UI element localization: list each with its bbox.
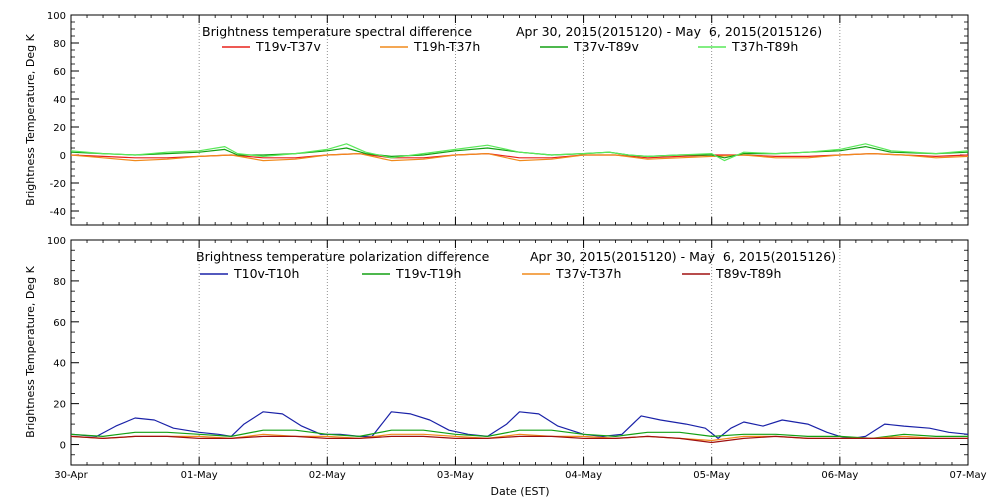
y-tick-label: 60 — [53, 67, 66, 78]
x-tick-label: 05-May — [693, 470, 730, 481]
legend-label-t37v-t89v: T37v-T89v — [573, 39, 640, 54]
y-tick-label: 0 — [60, 151, 66, 162]
x-tick-label: 01-May — [181, 470, 218, 481]
panel-polarization-difference: Brightness temperature polarization diff… — [24, 236, 987, 498]
x-tick-label: 04-May — [565, 470, 602, 481]
x-tick-label: 07-May — [949, 470, 986, 481]
y-tick-label: -40 — [50, 207, 66, 218]
y-tick-label: 0 — [60, 441, 66, 452]
y-tick-label: 20 — [53, 123, 66, 134]
y-tick-label: 60 — [53, 318, 66, 329]
legend-label-t89v-t89h: T89v-T89h — [715, 266, 781, 281]
series-line-t19h-t37h — [70, 153, 969, 162]
legend-label-t37h-t89h: T37h-T89h — [731, 39, 798, 54]
legend-label-t10v-t10h: T10v-T10h — [233, 266, 299, 281]
series-line-t89v-t89h — [70, 435, 968, 444]
plot-frame-top — [70, 14, 969, 226]
x-axis-label: Date (EST) — [490, 485, 549, 498]
x-tick-label: 06-May — [821, 470, 858, 481]
y-tick-label: 20 — [53, 400, 66, 411]
panel-top-ylabel: Brightness Temperature, Deg K — [24, 33, 37, 205]
series-line-t37h-t89h — [70, 143, 969, 162]
x-tick-label: 02-May — [309, 470, 346, 481]
y-tick-label: 100 — [47, 236, 66, 247]
y-tick-label: 40 — [53, 95, 66, 106]
series-line-t19v-t19h — [70, 429, 968, 439]
legend-label-t19h-t37h: T19h-T37h — [413, 39, 480, 54]
legend-label-t19v-t37v: T19v-T37v — [255, 39, 322, 54]
panel-bottom-title: Brightness temperature polarization diff… — [196, 249, 490, 264]
panel-top-title: Brightness temperature spectral differen… — [202, 24, 472, 39]
panel-spectral-difference: Brightness temperature spectral differen… — [24, 11, 969, 226]
x-tick-label: 30-Apr — [54, 470, 88, 481]
legend-label-t37v-t37h: T37v-T37h — [555, 266, 621, 281]
y-tick-label: 100 — [47, 11, 66, 22]
y-tick-label: 80 — [53, 277, 66, 288]
panel-bottom-ylabel: Brightness Temperature, Deg K — [24, 265, 37, 437]
panel-bottom-date-range: Apr 30, 2015(2015120) - May 6, 2015(2015… — [530, 249, 836, 264]
x-tick-label: 03-May — [437, 470, 474, 481]
y-tick-label: 40 — [53, 359, 66, 370]
legend-label-t19v-t19h: T19v-T19h — [395, 266, 461, 281]
y-tick-label: -20 — [50, 179, 66, 190]
panel-top-date-range: Apr 30, 2015(2015120) - May 6, 2015(2015… — [516, 24, 822, 39]
y-tick-label: 80 — [53, 39, 66, 50]
